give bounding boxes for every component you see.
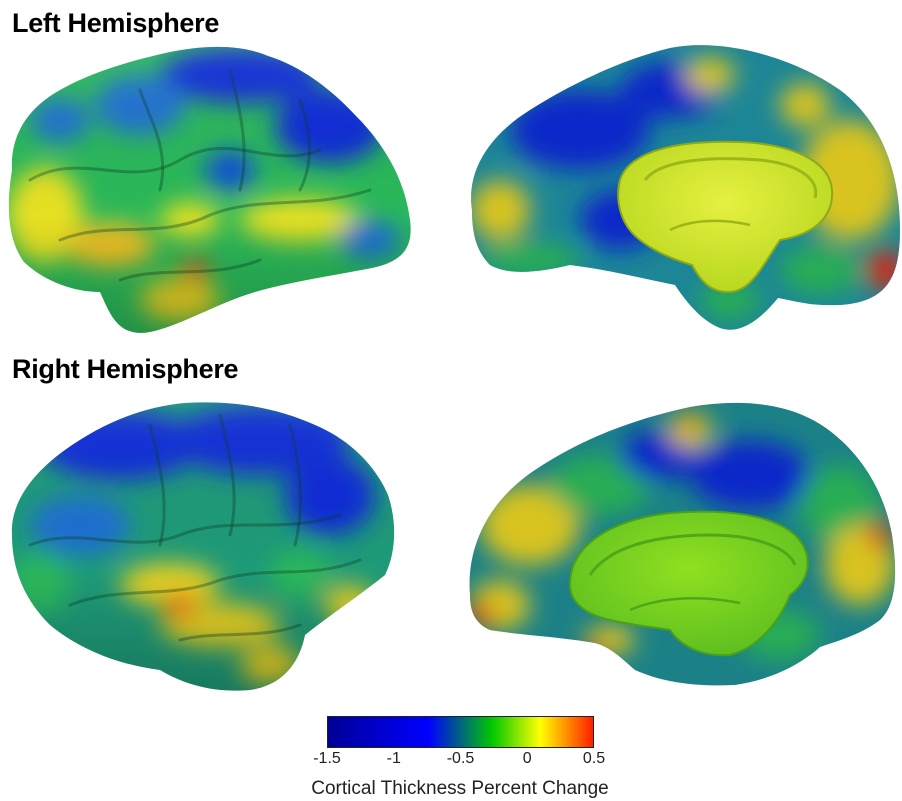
colorbar-tick: -1	[386, 750, 401, 767]
right-hemisphere-medial-view	[469, 402, 896, 686]
colorbar-tick: -1.5	[313, 750, 341, 767]
left-hemisphere-title: Left Hemisphere	[12, 8, 220, 38]
left-hemisphere-lateral-view	[8, 46, 411, 333]
colorbar-tick: -0.5	[446, 750, 475, 767]
colorbar-label: Cortical Thickness Percent Change	[311, 778, 609, 799]
right-hemisphere-lateral-view	[11, 402, 395, 691]
colorbar-legend: -1.5 -1 -0.5 0 0.5 Cortical Thickness Pe…	[300, 712, 620, 799]
colorbar-tick: 0.5	[582, 750, 606, 767]
left-hemisphere-medial-view	[471, 45, 901, 330]
colorbar-tick: 0	[522, 750, 532, 767]
colorbar-gradient	[327, 716, 594, 748]
right-hemisphere-title: Right Hemisphere	[12, 354, 239, 384]
